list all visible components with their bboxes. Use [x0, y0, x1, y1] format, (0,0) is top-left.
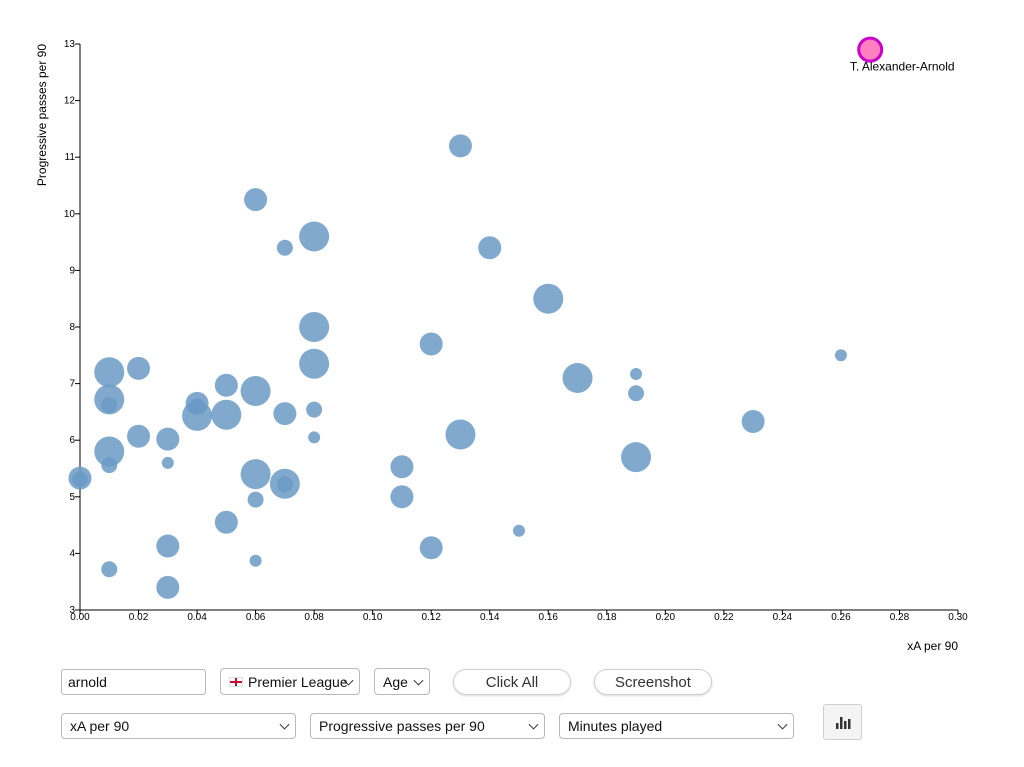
screenshot-button[interactable]: Screenshot	[594, 669, 712, 695]
data-point[interactable]	[273, 402, 297, 426]
data-point[interactable]	[240, 375, 271, 406]
data-point[interactable]	[621, 442, 652, 473]
y-axis-label: Progressive passes per 90	[35, 44, 49, 186]
data-point[interactable]	[306, 401, 323, 418]
data-point[interactable]	[94, 436, 125, 467]
y-metric-select[interactable]: Progressive passes per 90	[310, 713, 545, 739]
data-point[interactable]	[182, 400, 213, 431]
data-point[interactable]	[390, 455, 414, 479]
england-flag-icon	[229, 676, 243, 687]
data-point[interactable]	[101, 397, 118, 414]
size-metric-select[interactable]: Minutes played	[559, 713, 794, 739]
data-point[interactable]	[308, 431, 321, 444]
league-select[interactable]: Premier League	[220, 668, 360, 695]
data-point[interactable]	[628, 385, 645, 402]
data-point[interactable]	[478, 236, 502, 260]
data-point[interactable]	[834, 349, 847, 362]
data-point[interactable]	[161, 456, 174, 469]
x-tick-label: 0.16	[539, 612, 559, 623]
data-point[interactable]	[419, 536, 443, 560]
data-point[interactable]	[244, 188, 268, 212]
x-tick-label: 0.30	[948, 612, 968, 623]
data-point[interactable]	[72, 471, 88, 488]
data-point[interactable]	[276, 476, 293, 493]
data-point[interactable]	[741, 410, 765, 434]
chevron-down-icon	[777, 719, 788, 730]
y-tick-label: 9	[69, 265, 75, 276]
x-tick-label: 0.26	[831, 612, 851, 623]
data-point[interactable]	[214, 373, 238, 397]
chevron-down-icon	[413, 675, 424, 686]
x-tick-label: 0.08	[304, 612, 324, 623]
data-point[interactable]	[390, 485, 414, 509]
size-filter-select[interactable]: Age	[374, 668, 430, 695]
x-tick-label: 0.22	[714, 612, 734, 623]
size-metric-value: Minutes played	[568, 718, 663, 734]
x-tick-label: 0.04	[187, 612, 207, 623]
data-point[interactable]	[419, 332, 443, 356]
y-tick-label: 6	[69, 435, 75, 446]
data-point[interactable]	[156, 427, 180, 451]
y-tick-label: 13	[64, 39, 76, 50]
x-metric-select[interactable]: xA per 90	[61, 713, 296, 739]
data-point[interactable]	[630, 367, 643, 380]
data-point[interactable]	[94, 357, 125, 388]
data-point[interactable]	[445, 419, 476, 450]
y-metric-value: Progressive passes per 90	[319, 718, 485, 734]
x-tick-label: 0.02	[129, 612, 149, 623]
y-tick-label: 10	[64, 209, 76, 220]
y-tick-label: 8	[69, 322, 75, 333]
data-point[interactable]	[156, 575, 180, 599]
y-tick-label: 7	[69, 379, 75, 390]
data-point[interactable]	[276, 239, 293, 256]
y-tick-label: 5	[69, 492, 75, 503]
data-point[interactable]	[533, 283, 564, 314]
chevron-down-icon	[528, 719, 539, 730]
data-point[interactable]	[299, 312, 330, 342]
x-tick-label: 0.00	[70, 612, 90, 623]
highlight-label: T. Alexander-Arnold	[850, 60, 955, 74]
data-point[interactable]	[247, 491, 264, 508]
x-metric-value: xA per 90	[70, 718, 130, 734]
x-axis-label: xA per 90	[907, 639, 958, 653]
data-point[interactable]	[240, 459, 271, 490]
data-point[interactable]	[448, 134, 472, 158]
scatter-chart: 0.00 0.02 0.04 0.06 0.08 0.10 0.12 0.14 0.16 0.18…	[35, 36, 968, 653]
x-tick-label: 0.10	[363, 612, 383, 623]
league-select-value: Premier League	[248, 673, 348, 690]
data-point[interactable]	[299, 348, 330, 379]
data-point[interactable]	[101, 561, 118, 578]
y-tick-label: 12	[64, 96, 76, 107]
size-filter-value: Age	[383, 673, 408, 690]
x-tick-label: 0.06	[246, 612, 266, 623]
chart-type-button[interactable]	[823, 704, 862, 740]
data-point[interactable]	[101, 457, 118, 474]
data-point[interactable]	[562, 362, 593, 393]
data-point[interactable]	[127, 424, 151, 448]
x-tick-label: 0.24	[773, 612, 793, 623]
data-point[interactable]	[249, 554, 262, 567]
data-point[interactable]	[127, 356, 151, 380]
x-tick-label: 0.12	[421, 612, 441, 623]
bar-chart-icon	[835, 717, 850, 729]
data-point[interactable]	[214, 510, 238, 534]
x-tick-label: 0.18	[597, 612, 617, 623]
x-tick-label: 0.28	[890, 612, 910, 623]
data-point[interactable]	[513, 524, 525, 537]
y-tick-label: 4	[69, 548, 75, 559]
chevron-down-icon	[279, 719, 290, 730]
y-tick-label: 11	[65, 152, 76, 163]
data-point[interactable]	[156, 534, 180, 558]
data-point[interactable]	[299, 221, 330, 252]
highlighted-point[interactable]	[857, 36, 884, 63]
click-all-button[interactable]: Click All	[453, 669, 571, 695]
y-tick-label: 3	[69, 605, 75, 616]
data-point[interactable]	[211, 399, 242, 430]
x-tick-label: 0.14	[480, 612, 500, 623]
search-input[interactable]	[61, 669, 206, 695]
x-tick-label: 0.20	[656, 612, 676, 623]
